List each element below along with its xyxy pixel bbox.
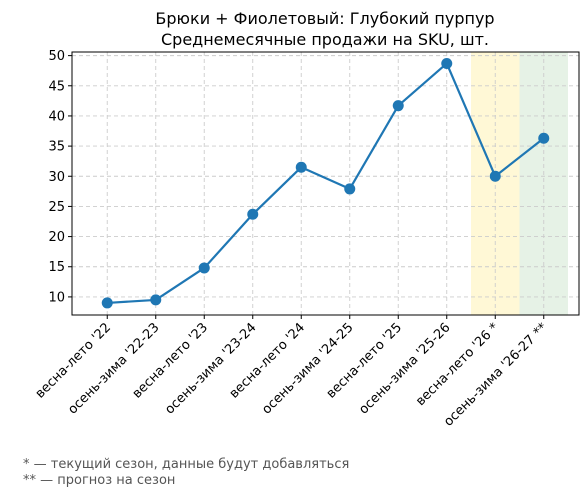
y-tick-label: 45 [48, 79, 65, 94]
data-point [538, 132, 550, 144]
y-tick-label: 50 [48, 49, 65, 64]
series-layer [101, 57, 550, 309]
x-tick-label: осень-зима '24-25 [259, 320, 356, 417]
data-point [489, 170, 501, 182]
y-tick-label: 15 [48, 260, 65, 275]
y-tick-label: 35 [48, 140, 65, 155]
plot-frame [71, 51, 580, 316]
x-tick-label: весна-лето '26 * [413, 320, 502, 409]
y-axis: 10 15 20 25 30 35 40 45 50 [48, 49, 72, 305]
y-tick-label: 20 [48, 230, 65, 245]
y-tick-label: 40 [48, 109, 65, 124]
series-line [107, 62, 545, 305]
x-tick-label: осень-зима '25-26 [356, 320, 453, 417]
y-tick-label: 10 [48, 290, 65, 305]
chart-title: Брюки + Фиолетовый: Глубокий пурпур [155, 9, 494, 28]
data-point [198, 262, 210, 274]
highlight-band-current [471, 52, 520, 315]
y-tick-label: 30 [48, 170, 65, 185]
x-tick-label: осень-зима '23-24 [162, 320, 259, 417]
highlight-band-forecast [519, 52, 568, 315]
data-point [295, 161, 307, 173]
data-point [247, 208, 259, 220]
y-tick-label: 25 [48, 200, 65, 215]
data-point [441, 57, 453, 69]
footnote-current: * — текущий сезон, данные будут добавлят… [23, 457, 350, 472]
data-point [150, 294, 162, 306]
data-point [101, 297, 113, 309]
season-highlights [471, 52, 568, 315]
data-point [392, 100, 404, 112]
chart-subtitle: Среднемесячные продажи на SKU, шт. [161, 30, 489, 49]
footnote-forecast: ** — прогноз на сезон [23, 473, 176, 488]
grid-lines [72, 52, 579, 315]
data-point [344, 183, 356, 195]
x-tick-label: осень-зима '22-23 [65, 320, 162, 417]
